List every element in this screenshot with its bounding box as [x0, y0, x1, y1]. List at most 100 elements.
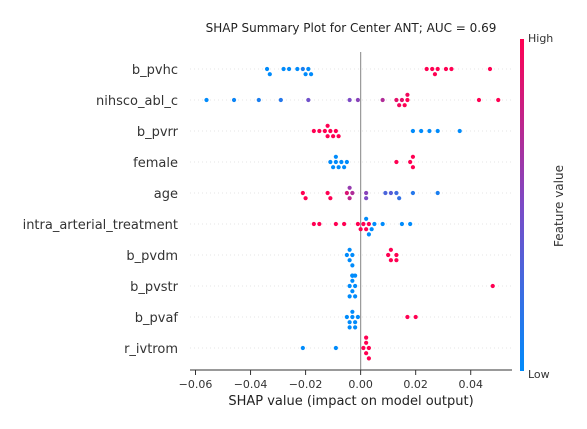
shap-point: [432, 72, 438, 77]
shap-point: [364, 196, 369, 201]
shap-point: [405, 97, 410, 103]
shap-point: [308, 72, 314, 77]
colorbar-title: Feature value: [552, 165, 566, 247]
shap-point: [394, 159, 399, 165]
feature-label: nihsco_abl_c: [96, 94, 178, 109]
shap-point: [413, 314, 418, 320]
feature-label: b_pvaf: [135, 311, 179, 326]
shap-point: [410, 128, 416, 134]
shap-point: [449, 66, 454, 72]
shap-point: [347, 247, 352, 252]
shap-point: [350, 289, 355, 294]
shap-point: [344, 159, 349, 165]
shap-point: [366, 221, 371, 227]
shap-point: [361, 221, 366, 227]
shap-point: [353, 320, 358, 325]
x-tick-label: −0.02: [289, 378, 323, 391]
shap-point: [388, 258, 394, 263]
shap-point: [410, 190, 416, 196]
colorbar-low-label: Low: [528, 368, 550, 381]
colorbar-high-label: High: [528, 32, 553, 45]
shap-point: [435, 66, 440, 72]
x-tick-label: 0.04: [458, 378, 483, 391]
shap-point: [204, 97, 209, 103]
shap-point: [364, 190, 369, 196]
feature-label: b_pvdm: [126, 249, 178, 264]
shap-point: [353, 294, 358, 299]
shap-point: [303, 72, 308, 77]
shap-point: [476, 97, 482, 103]
shap-point: [286, 66, 292, 72]
shap-point: [353, 283, 358, 289]
shap-point: [383, 190, 388, 196]
feature-label: age: [154, 187, 178, 202]
shap-point: [364, 351, 369, 356]
shap-point: [355, 314, 360, 320]
shap-point: [410, 165, 416, 170]
shap-point: [394, 97, 399, 103]
shap-point: [487, 66, 493, 72]
shap-point: [300, 66, 305, 72]
shap-point: [394, 252, 399, 258]
shap-point: [333, 221, 338, 227]
shap-point: [350, 314, 355, 320]
shap-point: [278, 97, 283, 103]
shap-point: [399, 221, 405, 227]
shap-point: [490, 283, 495, 289]
x-tick-label: 0.02: [403, 378, 428, 391]
shap-point: [339, 159, 344, 165]
shap-point: [344, 252, 349, 258]
shap-point: [424, 66, 429, 72]
shap-point: [347, 258, 352, 263]
shap-point: [366, 345, 371, 351]
shap-point: [435, 190, 440, 196]
shap-point: [427, 128, 432, 134]
shap-point: [342, 165, 347, 170]
shap-point: [331, 134, 336, 139]
shap-point: [435, 128, 440, 134]
shap-point: [430, 66, 435, 72]
x-tick-label: 0.00: [348, 378, 373, 391]
shap-point: [347, 283, 352, 289]
shap-point: [364, 227, 369, 232]
shap-point: [311, 128, 316, 134]
shap-point: [364, 216, 369, 221]
x-tick-label: −0.06: [179, 378, 213, 391]
shap-point: [397, 103, 402, 108]
feature-label: b_pvhc: [132, 63, 178, 78]
shap-point: [331, 165, 336, 170]
shap-point: [336, 165, 341, 170]
shap-point: [322, 128, 327, 134]
shap-point: [333, 128, 338, 134]
shap-point: [380, 97, 385, 103]
shap-point: [405, 92, 410, 97]
shap-point: [333, 154, 338, 159]
shap-point: [366, 232, 371, 237]
shap-point: [325, 190, 330, 196]
colorbar: [520, 39, 524, 371]
shap-point: [350, 278, 355, 283]
shap-point: [350, 309, 355, 314]
shap-point: [347, 320, 352, 325]
shap-point: [256, 97, 261, 103]
shap-point: [353, 325, 358, 330]
shap-point: [306, 97, 311, 103]
shap-point: [347, 325, 352, 330]
shap-point: [333, 159, 338, 165]
shap-point: [347, 196, 352, 201]
shap-point: [394, 190, 399, 196]
shap-points: [204, 66, 501, 361]
shap-point: [419, 128, 424, 134]
shap-point: [328, 196, 333, 201]
shap-point: [344, 190, 349, 196]
shap-point: [408, 221, 413, 227]
shap-point: [300, 345, 305, 351]
chart-title: SHAP Summary Plot for Center ANT; AUC = …: [206, 21, 497, 35]
shap-point: [328, 128, 333, 134]
shap-point: [350, 252, 355, 258]
shap-point: [325, 134, 330, 139]
shap-point: [397, 196, 402, 201]
feature-label: b_pvrr: [137, 125, 179, 140]
